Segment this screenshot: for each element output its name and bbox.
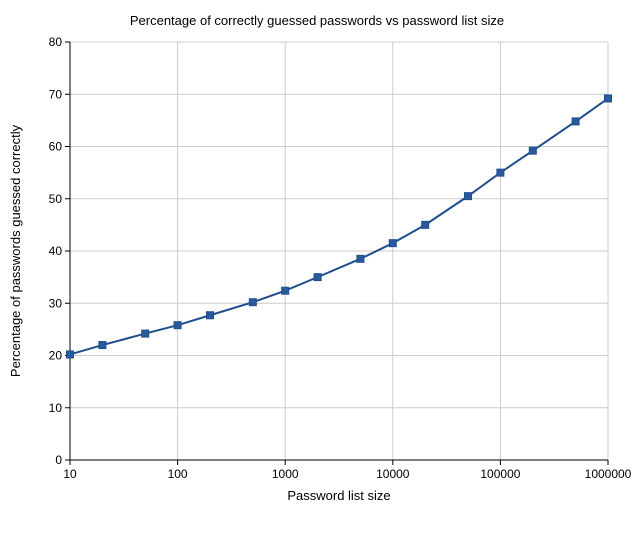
data-marker (572, 118, 579, 125)
x-tick-label: 100000 (480, 467, 520, 481)
data-marker (529, 147, 536, 154)
data-marker (174, 322, 181, 329)
y-tick-label: 70 (49, 87, 63, 101)
y-tick-label: 30 (49, 296, 63, 310)
y-axis-ticks: 0 10 20 30 40 50 60 70 80 (49, 35, 70, 467)
y-tick-label: 20 (49, 349, 63, 363)
x-tick-label: 1000000 (585, 467, 632, 481)
x-axis-ticks: 10 100 1000 10000 100000 1000000 (63, 460, 631, 481)
chart-container: Percentage of correctly guessed password… (0, 0, 634, 535)
data-marker (282, 287, 289, 294)
y-tick-label: 0 (55, 453, 62, 467)
y-tick-label: 80 (49, 35, 63, 49)
y-tick-label: 10 (49, 401, 63, 415)
y-axis-label: Percentage of passwords guessed correctl… (8, 124, 23, 377)
data-marker (142, 330, 149, 337)
data-marker (314, 274, 321, 281)
data-marker (465, 193, 472, 200)
x-tick-label: 10000 (376, 467, 410, 481)
data-marker (67, 351, 74, 358)
chart-svg: Percentage of correctly guessed password… (0, 0, 634, 535)
x-axis-label: Password list size (287, 488, 390, 503)
data-marker (357, 255, 364, 262)
x-tick-label: 1000 (272, 467, 299, 481)
y-tick-label: 40 (49, 244, 63, 258)
x-tick-label: 10 (63, 467, 77, 481)
data-marker (206, 312, 213, 319)
chart-title: Percentage of correctly guessed password… (130, 13, 504, 28)
data-marker (249, 299, 256, 306)
x-tick-label: 100 (168, 467, 188, 481)
data-marker (497, 169, 504, 176)
y-tick-label: 60 (49, 140, 63, 154)
data-marker (389, 240, 396, 247)
data-marker (605, 95, 612, 102)
y-tick-label: 50 (49, 192, 63, 206)
plot-area: 01020304050607080 1010010001000010000010… (49, 35, 632, 481)
data-marker (99, 342, 106, 349)
data-marker (422, 221, 429, 228)
